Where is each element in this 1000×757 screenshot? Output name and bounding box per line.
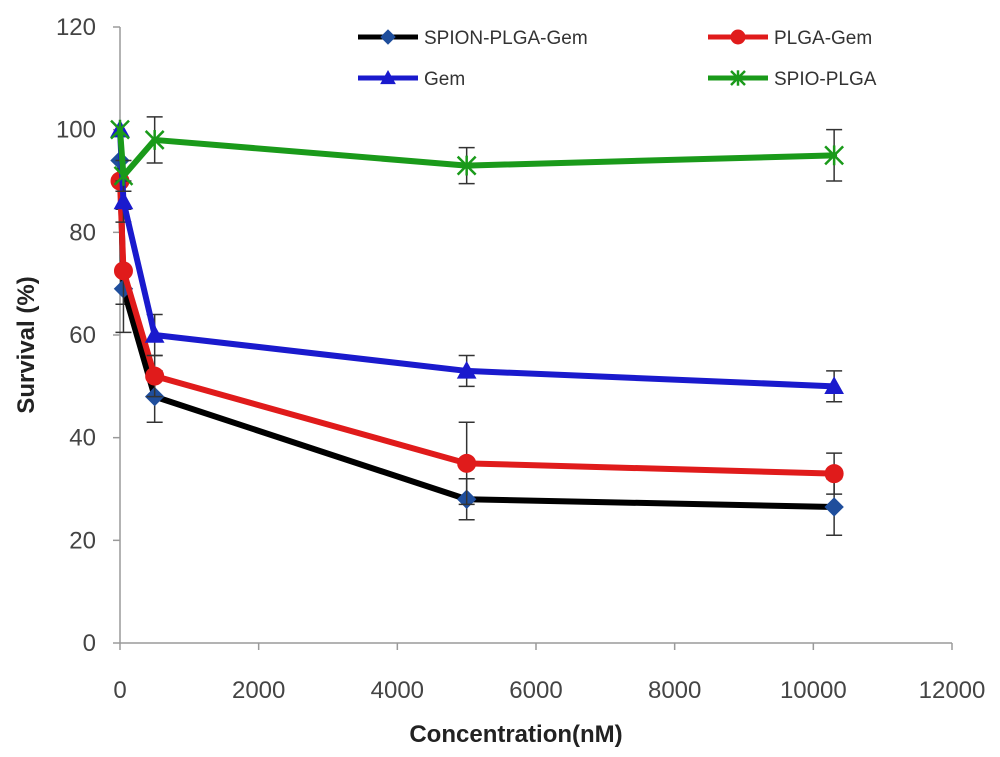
asterisk-marker xyxy=(113,165,134,186)
asterisk-marker xyxy=(824,145,845,166)
x-tick-label: 10000 xyxy=(780,677,847,704)
asterisk-marker xyxy=(144,130,165,150)
series-spio-plga xyxy=(110,116,845,193)
circle-marker xyxy=(824,464,844,484)
legend-item-plga-gem: PLGA-Gem xyxy=(708,28,872,49)
triangle-marker xyxy=(824,376,844,395)
x-tick-label: 2000 xyxy=(232,677,285,704)
asterisk-marker xyxy=(730,70,746,86)
x-axis-title: Concentration(nM) xyxy=(409,721,622,748)
circle-marker xyxy=(113,261,133,281)
diamond-marker xyxy=(824,497,844,517)
asterisk-marker xyxy=(456,155,477,176)
circle-marker xyxy=(457,453,477,473)
y-axis-title: Survival (%) xyxy=(13,276,40,413)
legend-label: SPIO-PLGA xyxy=(774,69,877,90)
legend-item-gem: Gem xyxy=(358,69,465,90)
x-tick-label: 0 xyxy=(113,677,126,704)
circle-marker xyxy=(730,29,746,45)
legend-label: SPION-PLGA-Gem xyxy=(424,28,588,49)
y-tick-label: 80 xyxy=(69,219,96,246)
x-tick-label: 8000 xyxy=(648,677,701,704)
asterisk-marker xyxy=(110,119,130,140)
y-tick-label: 60 xyxy=(69,322,96,349)
legend-label: Gem xyxy=(424,69,465,90)
legend-item-spio-plga: SPIO-PLGA xyxy=(708,69,877,90)
y-tick-label: 40 xyxy=(69,425,96,452)
x-tick-label: 12000 xyxy=(919,677,986,704)
triangle-marker xyxy=(113,191,134,210)
series-plga-gem xyxy=(110,171,844,506)
y-tick-label: 120 xyxy=(56,14,96,41)
series-line xyxy=(117,178,838,477)
y-tick-label: 0 xyxy=(83,630,96,657)
x-tick-label: 6000 xyxy=(509,677,562,704)
y-tick-label: 100 xyxy=(56,117,96,144)
x-tick-label: 4000 xyxy=(371,677,424,704)
triangle-marker xyxy=(380,69,396,85)
diamond-marker xyxy=(380,29,396,45)
triangle-marker xyxy=(144,324,165,343)
y-tick-label: 20 xyxy=(69,527,96,554)
legend-label: PLGA-Gem xyxy=(774,28,872,49)
series-line xyxy=(117,157,838,510)
triangle-marker xyxy=(456,360,477,379)
legend-item-spion-plga-gem: SPION-PLGA-Gem xyxy=(358,28,588,49)
circle-marker xyxy=(145,366,165,386)
series-line xyxy=(117,126,838,179)
